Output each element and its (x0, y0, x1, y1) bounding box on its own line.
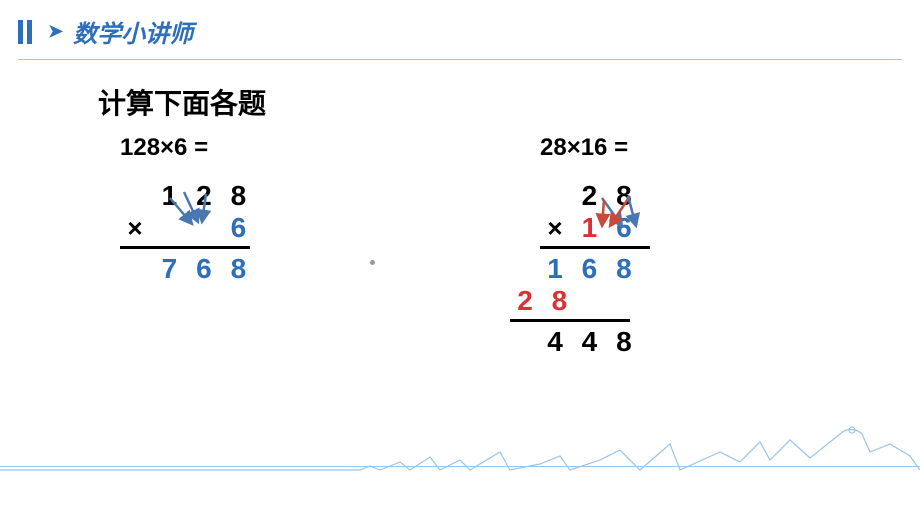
header-divider (18, 59, 902, 60)
slide-header: ➤ 数学小讲师 (0, 0, 920, 59)
problem-1-multiplier-row: × 6 (120, 212, 253, 244)
problem-1-multiplicand: 1 2 8 (120, 180, 253, 212)
bottom-divider (0, 466, 920, 467)
problem-2-partial-1: 1 6 8 (540, 253, 650, 285)
problem-1-equation: 128×6 = (120, 134, 253, 162)
problem-1-result: 7 6 8 (120, 253, 253, 285)
problem-2: 28×16 = 2 8 × 1 6 (540, 134, 650, 358)
problem-2-multiplicand: 2 8 (540, 180, 650, 212)
header-accent-bars (18, 20, 32, 44)
problem-1: 128×6 = 1 2 8 × 6 7 (120, 134, 253, 285)
problem-2-partial-2: 2 8 (510, 285, 650, 317)
problem-2-rule-1 (540, 246, 650, 249)
skyline-decoration (0, 422, 920, 472)
header-arrow-icon: ➤ (48, 21, 63, 42)
header-title: 数学小讲师 (73, 14, 193, 49)
subtitle: 计算下面各题 (98, 82, 266, 122)
page-indicator-dot (370, 260, 375, 265)
problem-2-result: 4 4 8 (540, 326, 650, 358)
problem-2-rule-2 (510, 319, 630, 322)
problem-2-equation: 28×16 = (540, 134, 650, 162)
problem-1-rule (120, 246, 250, 249)
problem-2-multiplier-row: × 1 6 (540, 212, 650, 244)
